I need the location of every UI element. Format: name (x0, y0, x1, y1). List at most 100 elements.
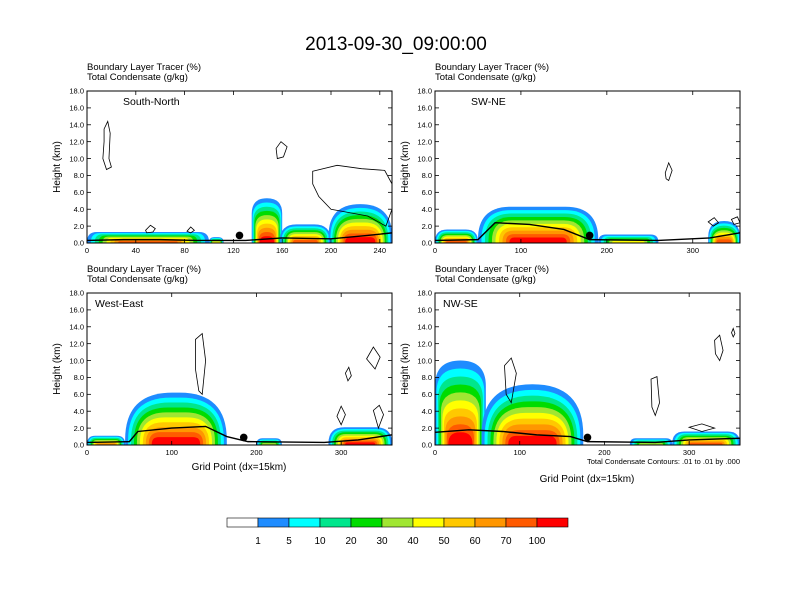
x-axis-label: Grid Point (dx=15km) (540, 474, 635, 485)
y-tick-label: 6.0 (74, 390, 84, 399)
condensate-contour (372, 404, 384, 430)
x-tick-label: 80 (180, 246, 188, 255)
colorbar-label: 50 (438, 536, 450, 547)
condensate-contour (687, 423, 716, 432)
tracer-fill (445, 240, 467, 243)
x-tick-label: 200 (598, 448, 611, 457)
y-tick-label: 2.0 (422, 222, 432, 231)
condensate-contour (275, 141, 288, 160)
colorbar-label: 10 (314, 536, 326, 547)
colorbar-swatch (288, 517, 321, 528)
condensate-contour (312, 164, 393, 227)
x-tick-label: 0 (433, 246, 437, 255)
colorbar: 1 5 10 20 30 40 50 60 70 100 (226, 517, 569, 547)
x-tick-label: 200 (601, 246, 614, 255)
panel-inner-label: West-East (95, 298, 143, 310)
condensate-contour (336, 405, 346, 426)
condensate-contour (102, 120, 112, 171)
y-tick-label: 10.0 (417, 154, 432, 163)
condensate-contour (664, 161, 673, 182)
colorbar-label: 40 (407, 536, 419, 547)
y-tick-label: 0.0 (422, 239, 432, 248)
colorbar-label: 5 (286, 536, 292, 547)
x-tick-label: 100 (513, 448, 526, 457)
colorbar-swatch (350, 517, 383, 528)
y-tick-label: 14.0 (69, 322, 84, 331)
condensate-contour (504, 357, 517, 404)
colorbar-label: 100 (529, 536, 546, 547)
panel-sw-ne: Boundary Layer Tracer (%) Total Condensa… (400, 62, 741, 255)
terrain-line (434, 222, 741, 242)
plot-frame (86, 292, 393, 446)
y-tick-label: 2.0 (74, 424, 84, 433)
colorbar-swatch (319, 517, 352, 528)
tracer-fill (509, 237, 567, 243)
panel-title-line1: Boundary Layer Tracer (%) (435, 62, 549, 73)
panel-title-line2: Total Condensate (g/kg) (87, 274, 188, 285)
x-tick-label: 300 (683, 448, 696, 457)
y-tick-label: 14.0 (69, 120, 84, 129)
site-marker (585, 231, 594, 240)
condensate-contour (714, 334, 724, 362)
y-tick-label: 0.0 (74, 239, 84, 248)
x-tick-label: 200 (250, 448, 263, 457)
y-tick-label: 4.0 (74, 407, 84, 416)
tracer-fill (151, 437, 201, 445)
x-tick-label: 0 (85, 448, 89, 457)
terrain-line (434, 429, 741, 444)
y-tick-label: 6.0 (422, 390, 432, 399)
plot-frame (86, 90, 393, 244)
y-tick-label: 2.0 (422, 424, 432, 433)
tracer-fill (611, 240, 645, 243)
y-tick-label: 10.0 (69, 154, 84, 163)
x-tick-label: 200 (325, 246, 338, 255)
colorbar-swatch (226, 517, 259, 528)
tracer-fill (292, 239, 318, 243)
colorbar-label: 20 (345, 536, 357, 547)
panel-inner-label: SW-NE (471, 96, 506, 108)
x-tick-label: 40 (132, 246, 140, 255)
colorbar-swatch (443, 517, 476, 528)
panel-title-line1: Boundary Layer Tracer (%) (435, 264, 549, 275)
tracer-fill (508, 435, 557, 445)
y-tick-label: 6.0 (422, 188, 432, 197)
panel-title-line2: Total Condensate (g/kg) (435, 274, 536, 285)
y-tick-label: 16.0 (417, 104, 432, 113)
y-axis-label: Height (km) (52, 343, 63, 395)
site-marker (583, 433, 592, 442)
colorbar-label: 30 (376, 536, 388, 547)
y-tick-label: 12.0 (69, 339, 84, 348)
condensate-contour (366, 346, 381, 370)
y-axis-label: Height (km) (52, 141, 63, 193)
condensate-contour (195, 332, 207, 396)
y-tick-label: 18.0 (417, 87, 432, 96)
y-tick-label: 4.0 (422, 205, 432, 214)
x-tick-label: 300 (335, 448, 348, 457)
tracer-fill (345, 442, 376, 445)
x-tick-label: 300 (686, 246, 699, 255)
colorbar-swatch (536, 517, 569, 528)
tracer-fill (689, 442, 723, 445)
x-tick-label: 100 (165, 448, 178, 457)
condensate-contour (344, 366, 352, 382)
condensate-contour (731, 327, 736, 338)
contour-note: Total Condensate Contours: .01 to .01 by… (587, 457, 740, 466)
condensate-contour (186, 226, 195, 234)
y-tick-label: 4.0 (422, 407, 432, 416)
x-tick-label: 120 (227, 246, 240, 255)
y-tick-label: 18.0 (417, 289, 432, 298)
y-tick-label: 8.0 (422, 373, 432, 382)
y-tick-label: 16.0 (69, 306, 84, 315)
x-tick-label: 100 (515, 246, 528, 255)
y-tick-label: 16.0 (417, 306, 432, 315)
panel-title-line2: Total Condensate (g/kg) (435, 72, 536, 83)
plot-frame (434, 90, 741, 244)
y-axis-label: Height (km) (400, 141, 411, 193)
site-marker (239, 433, 248, 442)
colorbar-label: 60 (469, 536, 481, 547)
y-tick-label: 18.0 (69, 87, 84, 96)
y-axis-label: Height (km) (400, 343, 411, 395)
colorbar-swatch (505, 517, 538, 528)
x-tick-label: 160 (276, 246, 289, 255)
colorbar-label: 70 (500, 536, 512, 547)
